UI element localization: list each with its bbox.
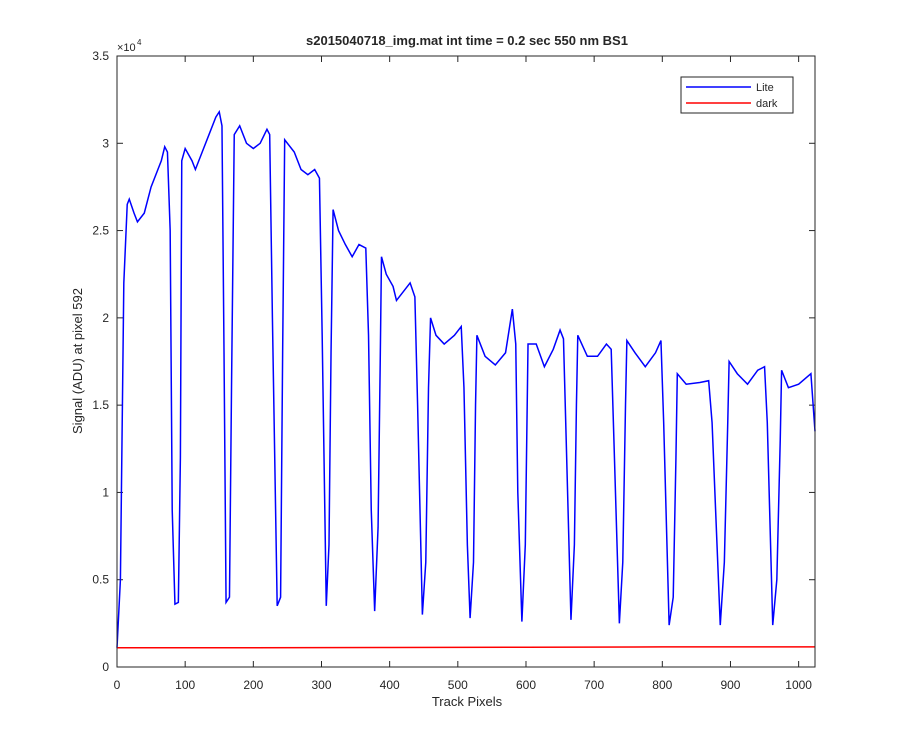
- y-multiplier: ×10: [117, 42, 136, 54]
- y-tick-label: 1.5: [92, 398, 109, 412]
- x-tick-label: 1000: [785, 678, 812, 692]
- y-tick-label: 0.5: [92, 573, 109, 587]
- x-tick-label: 600: [516, 678, 536, 692]
- x-tick-label: 0: [114, 678, 121, 692]
- legend-label: dark: [756, 98, 778, 110]
- x-tick-label: 900: [720, 678, 740, 692]
- y-tick-label: 2.5: [92, 224, 109, 238]
- data-line: [116, 109, 816, 648]
- x-tick-label: 500: [448, 678, 468, 692]
- y-tick-label: 2: [102, 311, 109, 325]
- y-tick-label: 1: [102, 485, 109, 499]
- x-axis-label: Track Pixels: [432, 694, 503, 709]
- x-tick-label: 200: [243, 678, 263, 692]
- x-tick-label: 800: [652, 678, 672, 692]
- chart-title: s2015040718_img.mat int time = 0.2 sec 5…: [306, 33, 628, 48]
- y-multiplier-exponent: 4: [137, 38, 142, 47]
- y-axis-label: Signal (ADU) at pixel 592: [70, 288, 85, 434]
- x-tick-label: 700: [584, 678, 604, 692]
- data-line: [117, 646, 815, 649]
- legend-box: [680, 76, 794, 114]
- legend-label: Lite: [756, 82, 774, 94]
- x-tick-label: 100: [175, 678, 195, 692]
- x-tick-label: 300: [311, 678, 331, 692]
- y-tick-label: 3.5: [92, 49, 109, 63]
- y-tick-label: 0: [102, 660, 109, 674]
- plot-frame: [116, 55, 816, 668]
- y-tick-label: 3: [102, 136, 109, 150]
- x-tick-label: 400: [380, 678, 400, 692]
